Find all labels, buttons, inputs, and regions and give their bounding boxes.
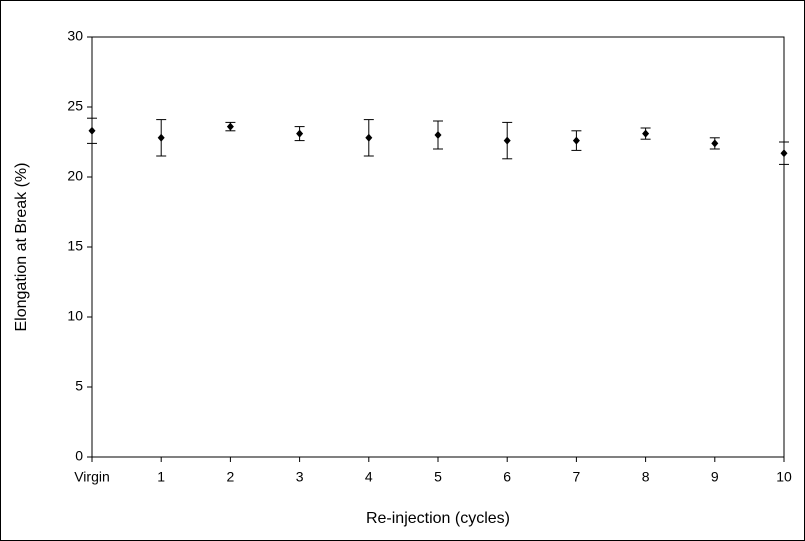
x-tick-label: 1 — [157, 469, 165, 485]
y-tick-label: 10 — [67, 308, 83, 324]
x-tick-label: 3 — [296, 469, 304, 485]
x-tick-label: 9 — [711, 469, 719, 485]
x-tick-label: 5 — [434, 469, 442, 485]
x-tick-label: 2 — [227, 469, 235, 485]
y-tick-label: 20 — [67, 168, 83, 184]
y-tick-label: 25 — [67, 98, 83, 114]
y-tick-label: 0 — [75, 448, 83, 464]
x-tick-label: 10 — [776, 469, 792, 485]
y-tick-label: 30 — [67, 28, 83, 44]
y-tick-label: 15 — [67, 238, 83, 254]
x-axis-title: Re-injection (cycles) — [366, 510, 510, 527]
x-tick-label: 7 — [573, 469, 581, 485]
y-tick-label: 5 — [75, 378, 83, 394]
x-tick-label: 4 — [365, 469, 373, 485]
x-tick-label: 8 — [642, 469, 650, 485]
x-tick-label: 6 — [503, 469, 511, 485]
y-axis-title: Elongation at Break (%) — [13, 163, 30, 332]
x-tick-label: Virgin — [74, 469, 110, 485]
chart: Re-injection (cycles) Elongation at Brea… — [0, 0, 805, 541]
chart-frame — [1, 1, 805, 541]
